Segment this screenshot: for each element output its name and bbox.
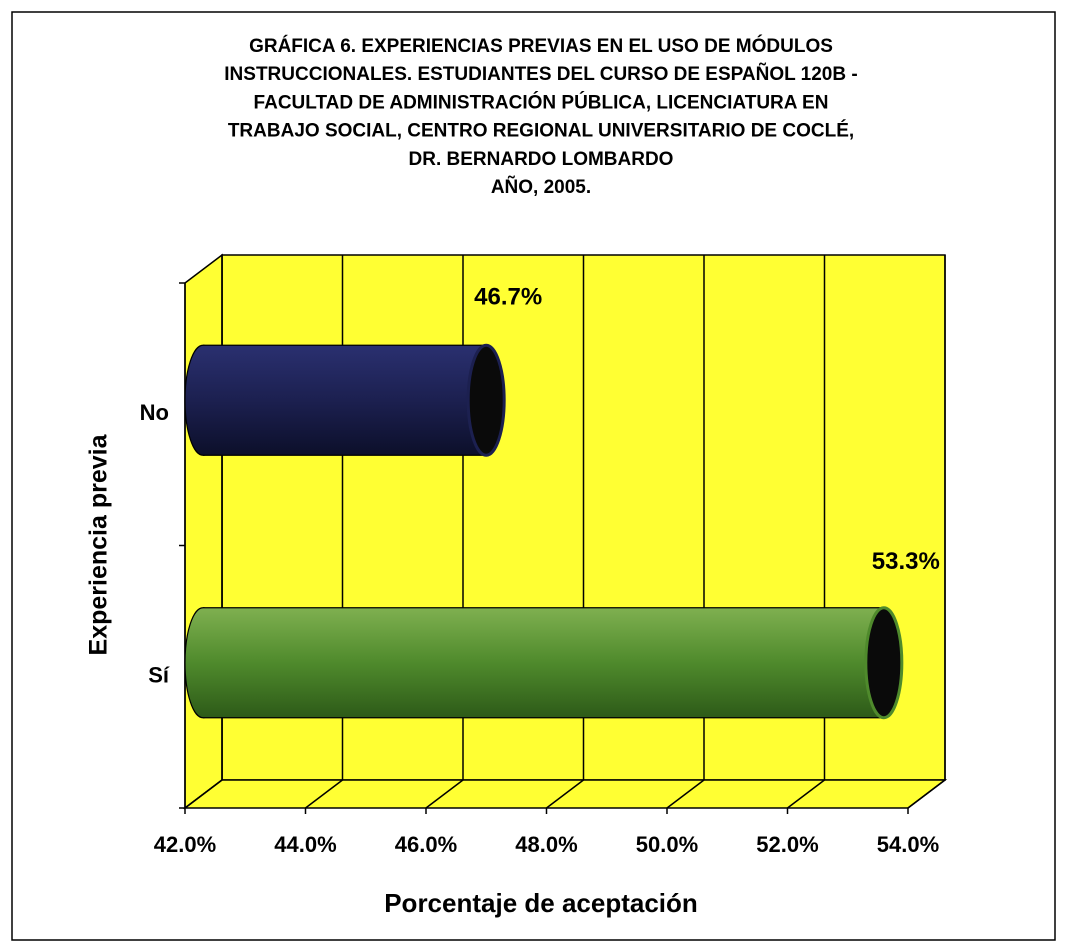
bar <box>184 343 506 457</box>
x-axis-label: Porcentaje de aceptación <box>384 888 698 918</box>
x-tick-label: 46.0% <box>395 832 457 857</box>
floor-line <box>787 779 825 809</box>
x-tick-label: 52.0% <box>756 832 818 857</box>
floor-line <box>305 779 343 809</box>
floor-line <box>425 779 464 809</box>
x-tick-label: 48.0% <box>515 832 577 857</box>
side-wall <box>184 253 223 810</box>
x-tick-label: 54.0% <box>877 832 939 857</box>
floor-line <box>546 779 584 809</box>
y-tick-label: Sí <box>148 663 170 688</box>
floor-line <box>184 779 223 809</box>
data-label: 46.7% <box>474 284 542 311</box>
chart-title: INSTRUCCIONALES. ESTUDIANTES DEL CURSO D… <box>224 63 857 85</box>
chart-title: AÑO, 2005. <box>491 176 591 198</box>
x-tick-label: 42.0% <box>154 832 216 857</box>
bar <box>184 606 904 720</box>
data-label: 53.3% <box>872 548 940 575</box>
x-tick-label: 50.0% <box>636 832 698 857</box>
y-axis-label: Experiencia previa <box>85 433 113 655</box>
y-tick-label: No <box>140 400 169 425</box>
chart-title: GRÁFICA 6. EXPERIENCIAS PREVIAS EN EL US… <box>249 35 833 57</box>
floor-line <box>907 779 946 809</box>
chart-title: TRABAJO SOCIAL, CENTRO REGIONAL UNIVERSI… <box>228 120 854 142</box>
chart-title: FACULTAD DE ADMINISTRACIÓN PÚBLICA, LICE… <box>254 91 829 113</box>
x-tick-label: 44.0% <box>274 832 336 857</box>
floor-line <box>666 779 705 809</box>
chart-title: DR. BERNARDO LOMBARDO <box>409 149 674 170</box>
